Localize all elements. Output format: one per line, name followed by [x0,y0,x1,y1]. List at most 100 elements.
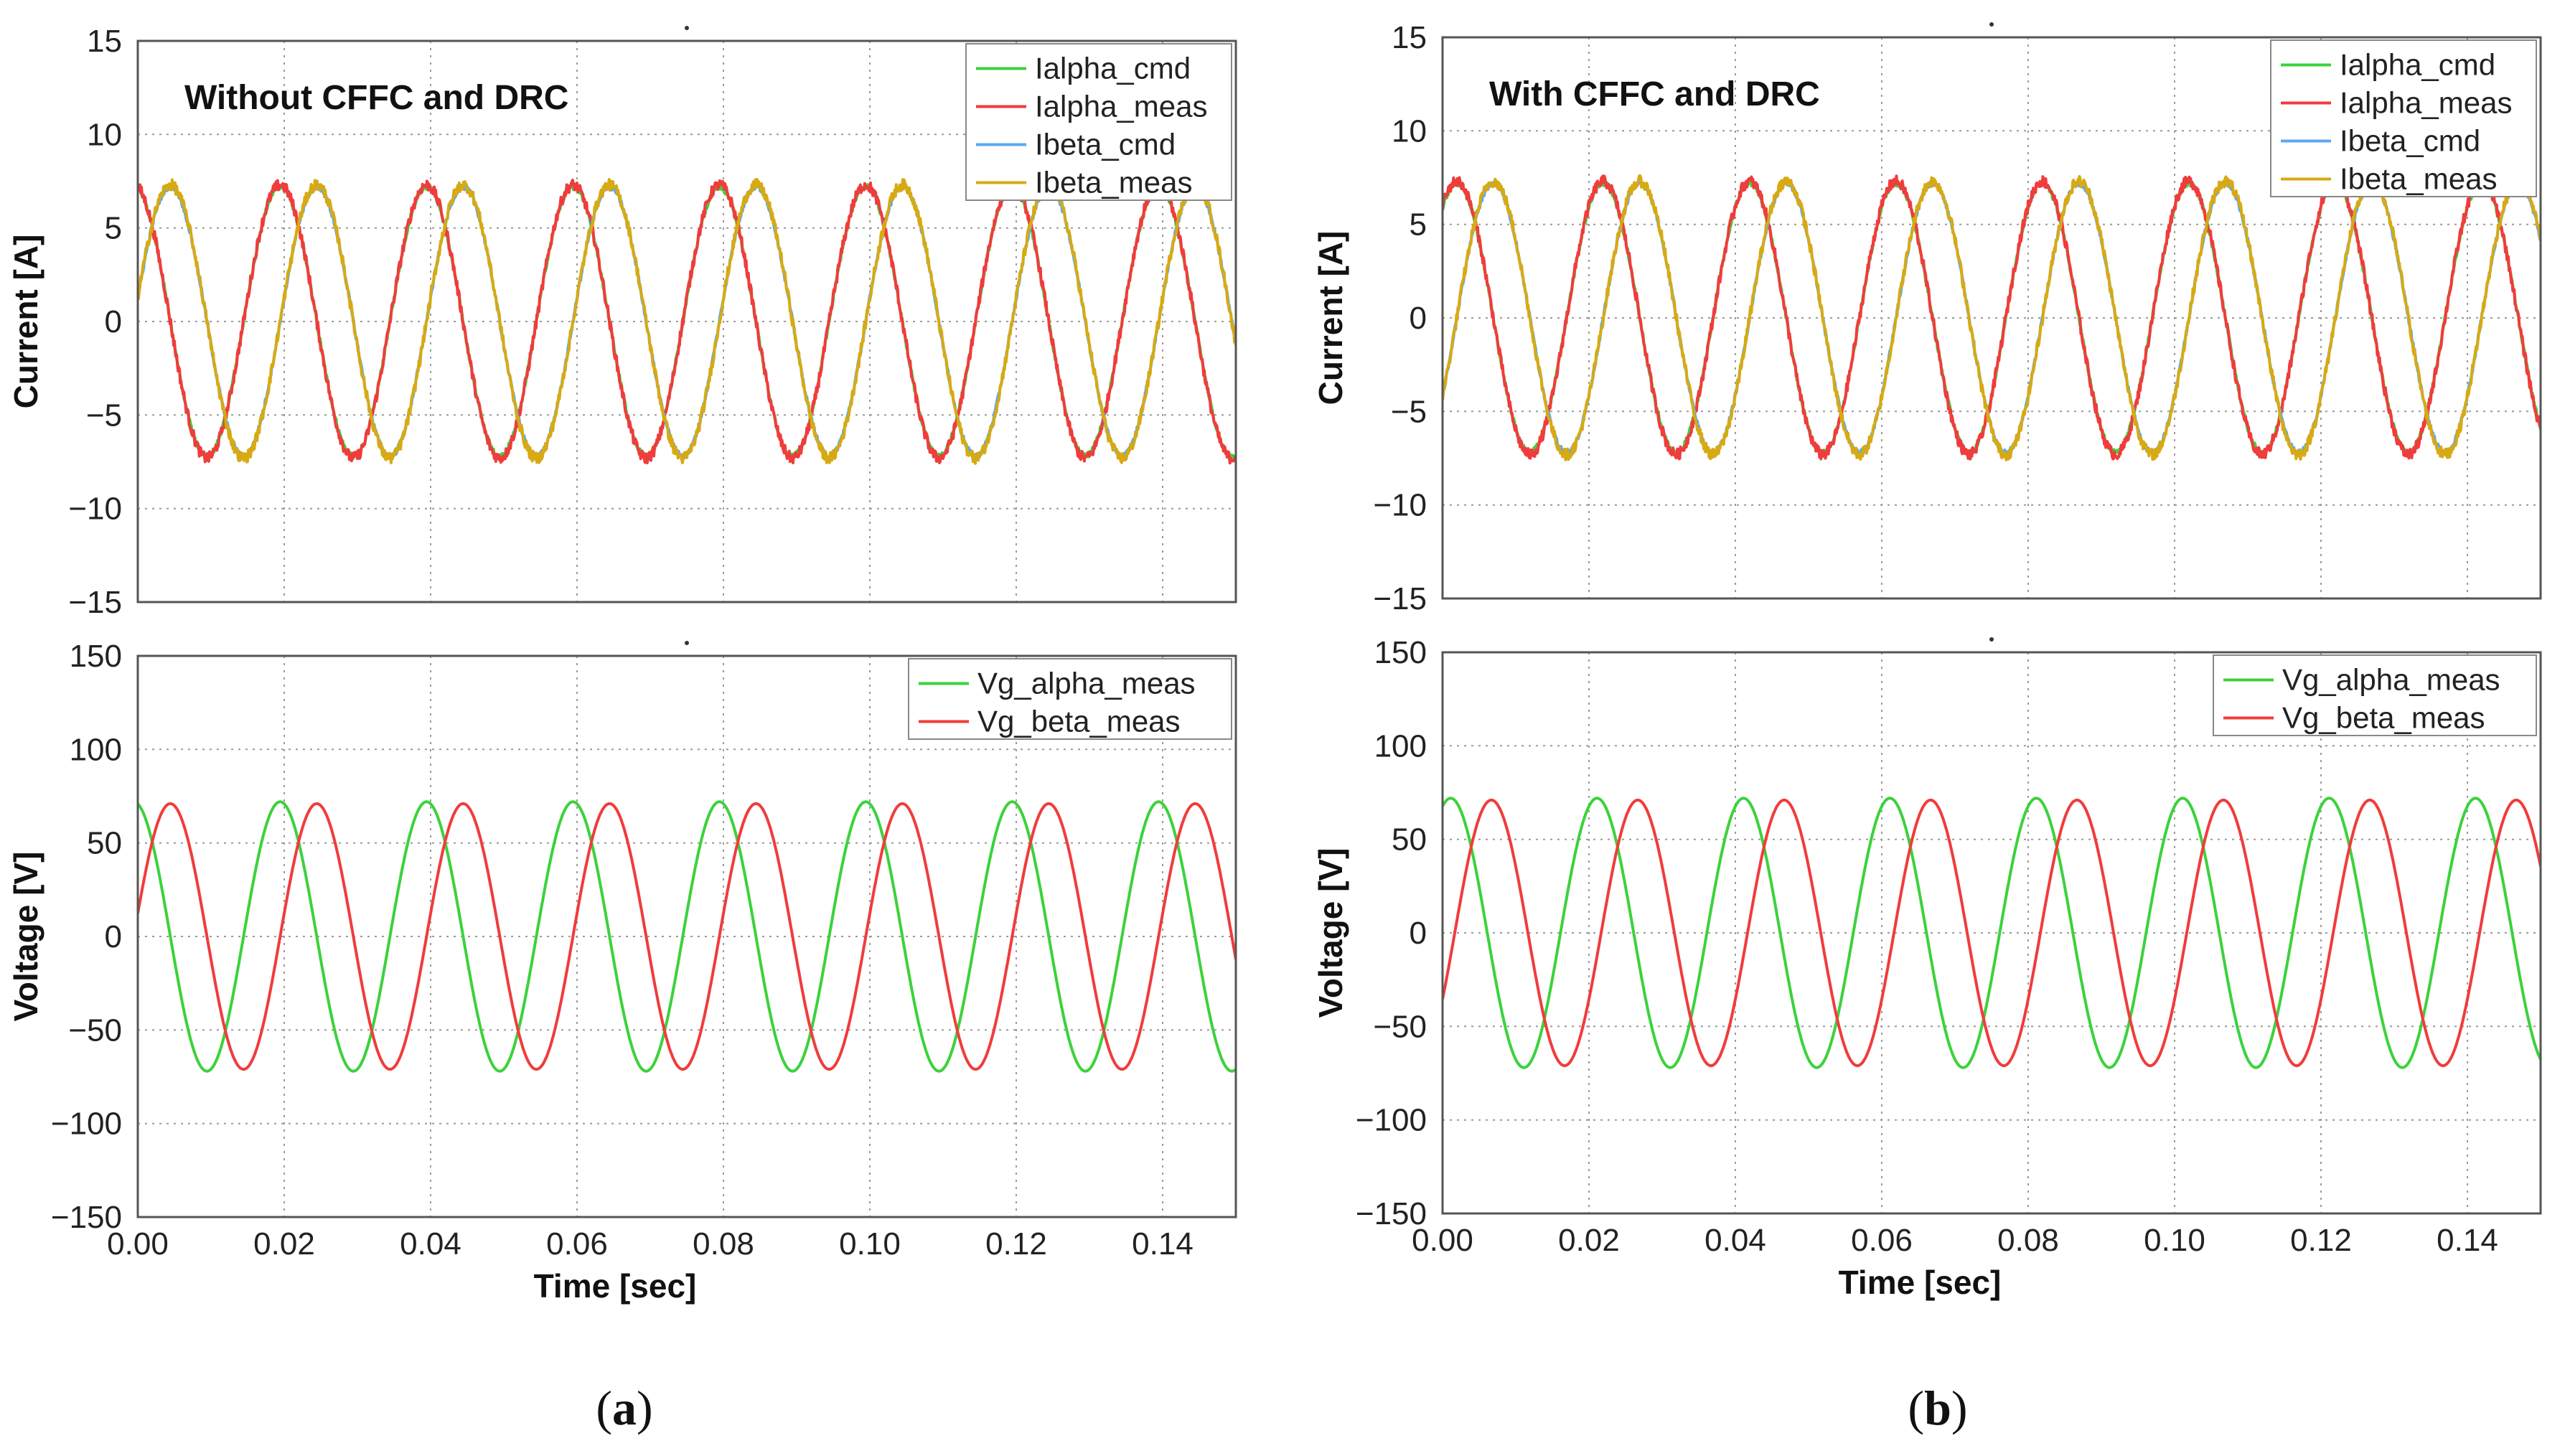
panel-b-caption-open: ( [1908,1381,1924,1435]
x-tick-label: 0.06 [546,1226,608,1262]
y-tick-label: −50 [68,1013,122,1048]
panel-a-caption-letter: a [612,1381,637,1435]
y-tick-label: 50 [1392,822,1427,858]
legend-entry-label: Vg_alpha_meas [977,667,1196,700]
y-tick-label: 15 [1392,20,1427,55]
x-tick-label: 0.08 [1997,1223,2059,1258]
y-tick-label: 50 [87,826,122,861]
y-tick-label: −5 [1391,394,1427,429]
chart-a-current: −15 −10 −5 0 5 10 15 Current [A] Without CFFC an… [7,24,1237,620]
x-tick-label: 0.14 [1132,1226,1194,1262]
series-vg-alpha-meas-line [1443,797,2541,1069]
x-tick-label: 0.06 [1851,1223,1913,1258]
y-tick-label: 150 [70,639,122,674]
y-tick-label: −10 [68,492,122,527]
legend-box [2213,654,2537,736]
series-group [1443,797,2541,1069]
panel-a-caption-close: ) [637,1381,653,1435]
y-tick-label: −100 [1356,1103,1427,1138]
y-axis-label: Voltage [V] [1312,848,1349,1018]
y-tick-label: 100 [70,732,122,767]
legend-entry-label: Vg_beta_meas [2282,701,2485,735]
y-tick-label: −50 [1373,1009,1427,1044]
x-tick-label: 0.02 [1558,1223,1620,1258]
legend-entry-label: Ialpha_meas [1035,90,1208,123]
series-group [138,800,1236,1073]
series-vg-alpha-meas-line [138,800,1236,1073]
x-tick-label: 0.10 [839,1226,901,1262]
plot-area [138,656,1236,1217]
y-axis-label: Voltage [V] [7,852,44,1022]
chart-a-voltage: −150 −100 −50 0 50 100 150 0.00 0.02 0.04 0.06 0.08… [7,639,1237,1305]
marker-dot [1989,22,1994,27]
x-tick-label: 0.00 [1412,1223,1473,1258]
y-tick-label: −100 [51,1107,122,1142]
y-tick-label: −150 [1356,1196,1427,1231]
plot-area [1443,652,2541,1213]
x-tick-label: 0.08 [693,1226,754,1262]
x-tick-label: 0.12 [2290,1223,2352,1258]
x-tick-label: 0.02 [253,1226,315,1262]
y-axis-label: Current [A] [7,235,44,409]
legend: Vg_alpha_meas Vg_beta_meas [908,658,1232,740]
marker-dot [685,641,689,645]
y-tick-label: −150 [51,1200,122,1235]
x-tick-label: 0.12 [985,1226,1047,1262]
marker-dot [1989,637,1994,642]
x-tick-label: 0.04 [1704,1223,1766,1258]
y-tick-label: 5 [105,211,122,246]
legend-entry-label: Vg_alpha_meas [2282,663,2500,697]
panel-a-caption: (a) [596,1381,652,1435]
panel-b-caption-letter: b [1924,1381,1951,1435]
series-vg-beta-meas-line [1443,798,2541,1068]
y-tick-label: −15 [1373,581,1427,616]
chart-annotation: Without CFFC and DRC [184,79,568,117]
legend: Ialpha_cmd Ialpha_meas Ibeta_cmd Ibeta_meas [2270,39,2537,197]
chart-b-current: −15 −10 −5 0 5 10 15 Current [A] With CFFC and D… [1312,20,2542,616]
legend-box [908,658,1232,740]
panel-b-caption: (b) [1908,1381,1967,1435]
marker-dot [685,26,689,30]
legend: Ialpha_cmd Ialpha_meas Ibeta_cmd Ibeta_meas [965,43,1232,201]
legend: Vg_alpha_meas Vg_beta_meas [2213,654,2537,736]
x-tick-label: 0.10 [2144,1223,2205,1258]
y-tick-label: 0 [1410,916,1427,951]
series-ialpha-meas-line [138,178,1236,465]
legend-entry-label: Ibeta_meas [2340,162,2497,196]
y-tick-label: −5 [86,398,122,433]
y-tick-label: 5 [1410,207,1427,243]
legend-entry-label: Ibeta_meas [1035,166,1192,199]
y-tick-label: 15 [87,24,122,59]
legend-entry-label: Vg_beta_meas [977,705,1181,738]
x-tick-label: 0.14 [2437,1223,2498,1258]
y-tick-label: 10 [1392,113,1427,149]
y-tick-label: 0 [105,304,122,339]
legend-entry-label: Ialpha_meas [2340,86,2513,120]
plot-frame [1441,36,2542,600]
y-axis-label: Current [A] [1312,231,1349,405]
series-group [1443,174,2541,461]
x-tick-label: 0.04 [400,1226,461,1262]
y-tick-label: −15 [68,585,122,620]
y-tick-label: 0 [105,919,122,954]
x-axis-label: Time [sec] [1839,1264,2002,1301]
plot-frame [136,39,1237,603]
y-tick-label: 0 [1410,301,1427,336]
plot-frame [136,654,1237,1218]
x-tick-label: 0.00 [107,1226,169,1262]
y-tick-label: 150 [1374,635,1427,670]
panel-b-caption-close: ) [1951,1381,1968,1435]
chart-annotation: With CFFC and DRC [1489,75,1820,113]
x-axis-label: Time [sec] [534,1267,697,1305]
y-tick-label: 10 [87,117,122,152]
series-vg-beta-meas-line [138,802,1236,1071]
y-tick-label: −10 [1373,488,1427,523]
series-ialpha-meas-line [1443,174,2541,461]
y-tick-label: 100 [1374,728,1427,764]
legend-entry-label: Ibeta_cmd [1035,128,1176,161]
series-ibeta-meas-line [1443,174,2541,461]
chart-b-voltage: −150 −100 −50 0 50 100 150 0.00 0.02 0.04 0.06 0.08… [1312,635,2542,1301]
legend-entry-label: Ialpha_cmd [1035,52,1191,85]
